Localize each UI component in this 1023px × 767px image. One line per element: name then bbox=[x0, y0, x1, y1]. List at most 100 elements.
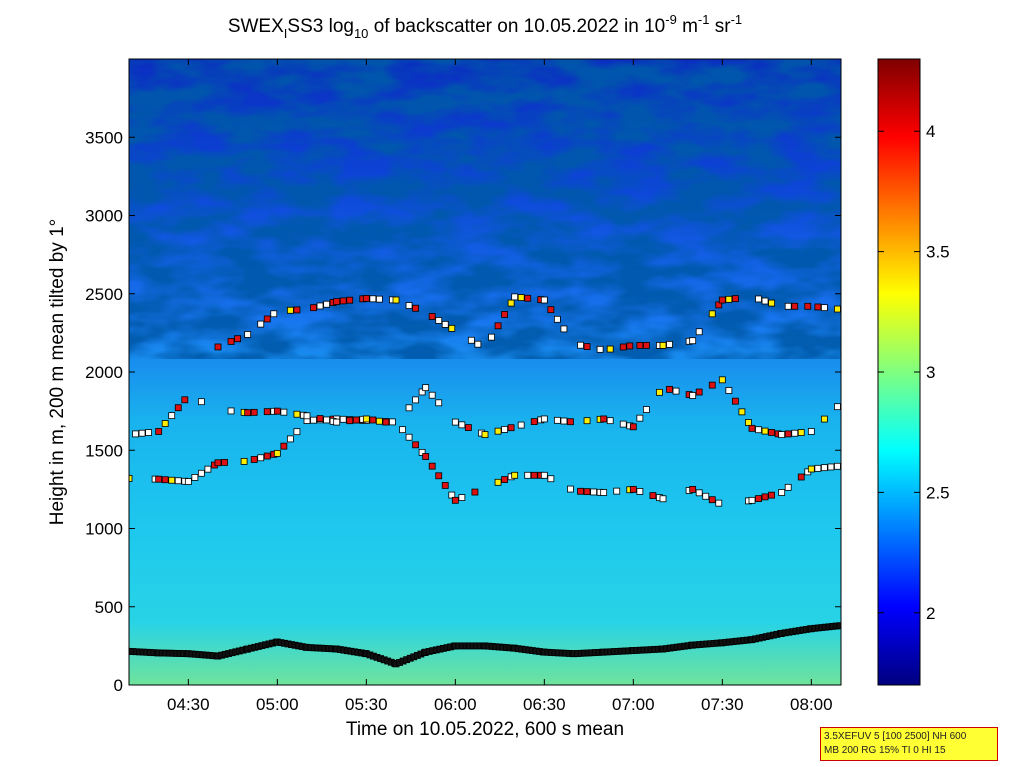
layer-marker bbox=[293, 410, 301, 418]
layer-marker bbox=[583, 343, 591, 350]
layer-marker bbox=[155, 475, 163, 483]
y-tick-label: 2000 bbox=[85, 363, 123, 382]
layer-marker bbox=[820, 304, 828, 312]
layer-marker bbox=[755, 295, 762, 303]
colorbar-gradient bbox=[878, 59, 920, 685]
layer-marker bbox=[629, 485, 637, 493]
layer-marker bbox=[748, 496, 756, 504]
layer-marker bbox=[530, 418, 538, 426]
layer-marker bbox=[807, 465, 815, 473]
layer-marker bbox=[263, 315, 271, 323]
layer-marker bbox=[748, 424, 756, 432]
layer-marker bbox=[392, 296, 400, 304]
layer-marker bbox=[227, 407, 235, 415]
layer-marker bbox=[488, 333, 495, 341]
layer-marker bbox=[145, 429, 152, 436]
layer-marker bbox=[715, 499, 723, 507]
layer-marker bbox=[768, 429, 775, 436]
layer-marker bbox=[649, 492, 657, 499]
layer-marker bbox=[214, 343, 222, 351]
layer-marker bbox=[339, 415, 347, 423]
colorbar-tick-label: 3.5 bbox=[926, 243, 950, 262]
layer-marker bbox=[244, 331, 252, 338]
layer-marker bbox=[471, 488, 479, 496]
layer-marker bbox=[725, 387, 733, 394]
texture-upper bbox=[129, 59, 841, 359]
layer-marker bbox=[293, 428, 301, 436]
layer-marker bbox=[435, 317, 443, 324]
layer-marker bbox=[204, 465, 212, 473]
title-exp2: -1 bbox=[698, 12, 710, 27]
layer-marker bbox=[642, 406, 650, 413]
y-tick-label: 2500 bbox=[85, 285, 123, 304]
layer-marker bbox=[257, 454, 265, 462]
colorbar: 2 2.5 3 3.5 4 bbox=[877, 58, 950, 686]
layer-marker bbox=[441, 321, 449, 328]
layer-marker bbox=[689, 392, 697, 399]
layer-marker bbox=[511, 471, 519, 479]
layer-marker bbox=[517, 294, 525, 301]
svg-text:SWEXISS3 log10 of backscatter: SWEXISS3 log10 of backscatter on 10.05.2… bbox=[228, 12, 742, 41]
layer-marker bbox=[619, 343, 627, 351]
layer-marker bbox=[738, 408, 746, 416]
title-prefix-sub: I bbox=[284, 26, 288, 41]
layer-marker bbox=[346, 296, 354, 304]
layer-marker bbox=[619, 420, 627, 428]
layer-marker bbox=[626, 342, 634, 350]
layer-marker bbox=[197, 469, 205, 477]
layer-marker bbox=[836, 622, 841, 630]
layer-marker bbox=[399, 426, 406, 434]
layer-marker bbox=[547, 306, 555, 314]
layer-marker bbox=[577, 487, 584, 495]
layer-marker bbox=[708, 310, 716, 318]
layer-marker bbox=[560, 325, 568, 333]
y-tick-label: 500 bbox=[95, 598, 123, 617]
layer-marker bbox=[323, 416, 330, 424]
info-line-2: MB 200 RG 15% TI 0 HI 15 bbox=[824, 745, 946, 756]
layer-marker bbox=[590, 488, 597, 496]
layer-marker bbox=[174, 404, 182, 412]
layer-markers bbox=[129, 293, 841, 668]
layer-marker bbox=[567, 485, 574, 493]
layer-marker bbox=[273, 407, 281, 415]
layer-marker bbox=[375, 417, 383, 425]
y-tick-label: 1500 bbox=[85, 441, 123, 460]
layer-marker bbox=[672, 387, 680, 395]
layer-marker bbox=[761, 297, 769, 305]
layer-marker bbox=[577, 341, 584, 349]
layer-marker bbox=[316, 302, 324, 310]
layer-marker bbox=[553, 416, 561, 424]
layer-marker bbox=[352, 416, 360, 424]
layer-marker bbox=[441, 482, 449, 489]
layer-marker bbox=[346, 417, 354, 425]
layer-marker bbox=[286, 435, 294, 443]
x-tick-label: 07:30 bbox=[701, 695, 744, 714]
layer-marker bbox=[494, 478, 502, 486]
info-line-1: 3.5XEFUV 5 [100 2500] NH 600 bbox=[824, 731, 967, 742]
x-tick-label: 04:30 bbox=[167, 695, 210, 714]
y-tick-label: 1000 bbox=[85, 520, 123, 539]
layer-marker bbox=[501, 311, 508, 318]
layer-marker bbox=[517, 421, 525, 429]
layer-marker bbox=[310, 416, 317, 424]
x-tick-label: 07:00 bbox=[612, 695, 655, 714]
layer-marker bbox=[659, 495, 667, 503]
layer-marker bbox=[834, 403, 841, 411]
y-axis: 0 500 1000 1500 2000 2500 3000 3500 bbox=[85, 128, 841, 695]
layer-marker bbox=[524, 294, 532, 302]
layer-marker bbox=[761, 493, 769, 501]
layer-marker bbox=[715, 301, 723, 309]
layer-marker bbox=[362, 295, 370, 302]
layer-marker bbox=[695, 328, 703, 336]
layer-marker bbox=[600, 415, 608, 423]
x-tick-label: 06:30 bbox=[523, 695, 566, 714]
layer-marker bbox=[221, 459, 228, 466]
title-prefix: SWEX bbox=[228, 16, 284, 37]
layer-marker bbox=[412, 304, 419, 312]
layer-marker bbox=[501, 476, 508, 483]
layer-marker bbox=[791, 302, 799, 310]
layer-marker bbox=[656, 388, 663, 396]
layer-marker bbox=[695, 388, 703, 396]
layer-marker bbox=[695, 489, 703, 497]
layer-marker bbox=[263, 452, 271, 460]
